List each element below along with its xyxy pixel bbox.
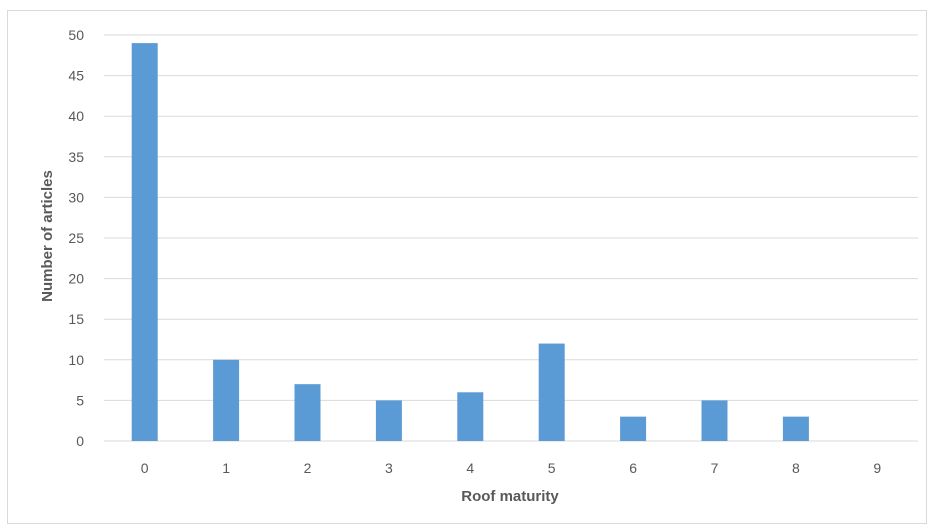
y-tick-label: 5 xyxy=(76,392,84,408)
y-tick-label: 20 xyxy=(68,271,84,287)
y-tick-label: 35 xyxy=(68,149,84,165)
y-tick-label: 45 xyxy=(68,68,84,84)
y-tick-label: 10 xyxy=(68,352,84,368)
bar-8 xyxy=(782,416,809,441)
x-tick-label: 2 xyxy=(304,460,312,476)
y-axis-ticks: 0 5 10 15 20 25 30 35 40 45 50 xyxy=(68,27,84,449)
x-tick-label: 1 xyxy=(222,460,230,476)
bar-2 xyxy=(294,384,321,441)
bar-5 xyxy=(538,343,565,441)
x-tick-label: 0 xyxy=(141,460,149,476)
y-tick-label: 50 xyxy=(68,27,84,43)
bar-7 xyxy=(701,400,728,441)
y-tick-label: 40 xyxy=(68,108,84,124)
y-axis-title: Number of articles xyxy=(39,170,56,302)
x-tick-label: 6 xyxy=(629,460,637,476)
bars xyxy=(131,43,809,442)
bar-1 xyxy=(213,359,240,441)
y-tick-label: 15 xyxy=(68,311,84,327)
bar-3 xyxy=(375,400,402,441)
gridlines xyxy=(104,34,918,442)
x-tick-label: 8 xyxy=(792,460,800,476)
x-tick-label: 9 xyxy=(873,460,881,476)
x-axis-title: Roof maturity xyxy=(461,488,559,505)
y-tick-label: 25 xyxy=(68,230,84,246)
x-tick-label: 7 xyxy=(711,460,719,476)
x-tick-label: 3 xyxy=(385,460,393,476)
bar-0 xyxy=(131,43,158,442)
x-axis-ticks: 0 1 2 3 4 5 6 7 8 9 xyxy=(141,460,882,476)
bar-6 xyxy=(620,416,647,441)
x-tick-label: 5 xyxy=(548,460,556,476)
y-tick-label: 30 xyxy=(68,189,84,205)
x-tick-label: 4 xyxy=(466,460,474,476)
bar-4 xyxy=(457,392,484,441)
y-tick-label: 0 xyxy=(76,433,84,449)
